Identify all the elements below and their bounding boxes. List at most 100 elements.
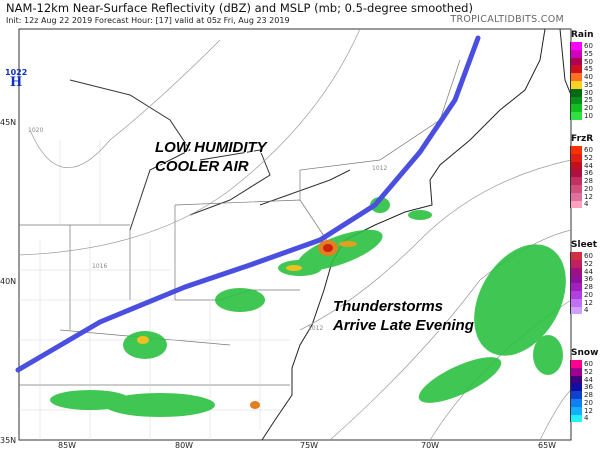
legend-label: 28 <box>584 391 593 400</box>
forecast-info: Init: 12z Aug 22 2019 Forecast Hour: [17… <box>6 16 290 25</box>
legend-label: 52 <box>584 367 593 376</box>
legend-label: 25 <box>584 96 593 105</box>
legend-entry: 36 <box>570 383 600 391</box>
legend-label: 44 <box>584 161 593 170</box>
legend-swatch <box>570 306 582 315</box>
legend-swatch <box>570 73 582 81</box>
annotation-line: LOW HUMIDITY <box>155 139 267 156</box>
legend-swatch <box>570 360 582 368</box>
legend-label: 10 <box>584 112 593 121</box>
great-lakes <box>69 79 351 231</box>
legend-entry: 30 <box>570 89 600 97</box>
heavy-storm-cores <box>137 240 357 409</box>
legend-entry: 52 <box>570 368 600 376</box>
legend-swatch <box>570 367 582 376</box>
legend-label: 44 <box>584 375 593 384</box>
legend-entry: 50 <box>570 58 600 66</box>
legend-entry: 55 <box>570 50 600 58</box>
legend-label: 45 <box>584 65 593 74</box>
legend-label: 60 <box>584 359 593 368</box>
high-pressure-center: 1022 H <box>5 68 27 89</box>
legend-swatch <box>570 414 582 423</box>
legend-swatch <box>570 65 582 74</box>
legend-swatch <box>570 112 582 120</box>
legend-entry: 28 <box>570 283 600 291</box>
legend-entry: 36 <box>570 275 600 283</box>
lon-label: 70W <box>421 441 440 450</box>
legend-label: 12 <box>584 192 593 201</box>
legend-swatch <box>570 391 582 399</box>
legend-label: 52 <box>584 259 593 268</box>
legend-swatch <box>570 252 582 260</box>
legend-entry: 12 <box>570 407 600 415</box>
lon-label: 75W <box>300 441 319 450</box>
legend-label: 55 <box>584 49 593 58</box>
legend-swatch <box>570 184 582 193</box>
legend-label: 36 <box>584 169 593 178</box>
legend-entry: 52 <box>570 260 600 268</box>
legend-label: 30 <box>584 88 593 97</box>
legend-entry: 12 <box>570 299 600 307</box>
lon-label: 65W <box>538 441 557 450</box>
legend-title: Snow <box>571 348 599 358</box>
legend-label: 60 <box>584 145 593 154</box>
legend-label: 44 <box>584 267 593 276</box>
legend-swatch <box>570 398 582 407</box>
legend-swatch <box>570 406 582 415</box>
legend-swatch <box>570 383 582 392</box>
legend-entry: 28 <box>570 177 600 185</box>
legend-swatch <box>570 290 582 299</box>
legend-swatch <box>570 192 582 201</box>
legend-entry: 36 <box>570 169 600 177</box>
legend-entry: 45 <box>570 65 600 73</box>
legend-entry: 20 <box>570 185 600 193</box>
legend-label: 60 <box>584 41 593 50</box>
legend-entry: 52 <box>570 154 600 162</box>
isobar-label: 1012 <box>308 325 323 332</box>
legend-freezing-rain: FrzR 60 52 44 36 28 20 12 4 <box>570 134 600 208</box>
legend-entry: 60 <box>570 42 600 50</box>
legend-label: 28 <box>584 283 593 292</box>
legend-entry: 4 <box>570 306 600 315</box>
legend-swatch <box>570 275 582 284</box>
annotation-line: Thunderstorms <box>333 298 444 315</box>
legend-label: 4 <box>584 414 589 423</box>
legend-entry: 20 <box>570 399 600 407</box>
legend-label: 50 <box>584 57 593 66</box>
legend-entry: 4 <box>570 414 600 423</box>
legend-title: Rain <box>571 30 594 40</box>
radar-reflectivity <box>50 197 566 417</box>
legend-label: 36 <box>584 275 593 284</box>
legend-swatch <box>570 259 582 268</box>
legend-label: 20 <box>584 104 593 113</box>
legend-label: 12 <box>584 406 593 415</box>
annotation-line: COOLER AIR <box>155 158 249 175</box>
legend-swatch <box>570 283 582 291</box>
legend-snow: Snow 60 52 44 36 28 20 12 4 <box>570 348 600 422</box>
legend-label: 4 <box>584 306 589 315</box>
legend-entry: 20 <box>570 104 600 112</box>
legend-entry: 60 <box>570 252 600 260</box>
legend-label: 20 <box>584 184 593 193</box>
legend-swatch <box>570 49 582 58</box>
legend-entry: 28 <box>570 391 600 399</box>
legend-swatch <box>570 42 582 50</box>
legend-swatch <box>570 200 582 209</box>
legend-entry: 40 <box>570 73 600 81</box>
isobar-label: 1020 <box>28 127 43 134</box>
legend-label: 20 <box>584 290 593 299</box>
annotation-line: Arrive Late Evening <box>333 317 474 334</box>
lat-label: 40N <box>0 277 17 286</box>
legend-swatch <box>570 57 582 66</box>
legend-swatch <box>570 169 582 178</box>
legend-label: 35 <box>584 80 593 89</box>
legend-entry: 44 <box>570 376 600 384</box>
legend-swatch <box>570 104 582 113</box>
legend-entry: 60 <box>570 360 600 368</box>
legend-label: 20 <box>584 398 593 407</box>
lon-label: 85W <box>58 441 77 450</box>
legend-entry: 10 <box>570 112 600 120</box>
brand-watermark: TROPICALTIDBITS.COM <box>450 14 564 25</box>
legend-entry: 44 <box>570 268 600 276</box>
